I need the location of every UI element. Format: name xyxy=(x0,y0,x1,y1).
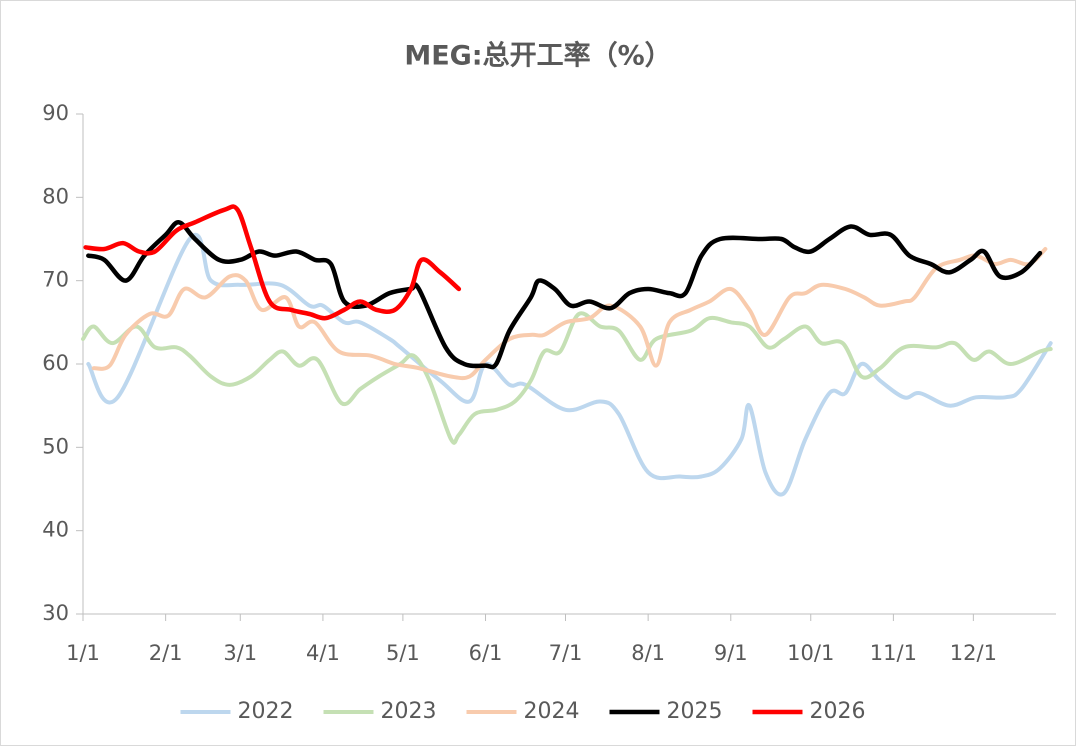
x-tick-label: 6/1 xyxy=(469,641,503,665)
series-line xyxy=(91,247,1048,381)
chart-title: MEG:总开工率（%） xyxy=(404,40,671,72)
x-tick-label: 10/1 xyxy=(787,641,834,665)
x-tick-label: 12/1 xyxy=(950,641,997,665)
x-tick-label: 5/1 xyxy=(386,641,420,665)
y-tick-label: 80 xyxy=(42,184,69,208)
y-tick-label: 40 xyxy=(42,518,69,542)
y-tick-label: 60 xyxy=(42,351,69,375)
y-tick-label: 50 xyxy=(42,434,69,458)
legend-label: 2023 xyxy=(381,699,437,724)
legend-label: 2025 xyxy=(667,699,723,724)
x-tick-label: 2/1 xyxy=(149,641,183,665)
series-line xyxy=(86,220,1043,370)
x-tick-label: 7/1 xyxy=(549,641,583,665)
x-tick-label: 3/1 xyxy=(223,641,257,665)
x-tick-label: 1/1 xyxy=(66,641,100,665)
x-tick-label: 9/1 xyxy=(714,641,748,665)
series-line xyxy=(86,233,1053,497)
y-tick-label: 70 xyxy=(42,268,69,292)
legend-label: 2022 xyxy=(238,699,294,724)
y-tick-label: 90 xyxy=(42,101,69,125)
legend-label: 2024 xyxy=(524,699,580,724)
series-line xyxy=(83,204,462,321)
y-tick-label: 30 xyxy=(42,601,69,625)
x-tick-label: 11/1 xyxy=(870,641,917,665)
x-tick-label: 8/1 xyxy=(631,641,665,665)
x-tick-label: 4/1 xyxy=(306,641,340,665)
legend-label: 2026 xyxy=(810,699,866,724)
series-line xyxy=(81,311,1053,445)
